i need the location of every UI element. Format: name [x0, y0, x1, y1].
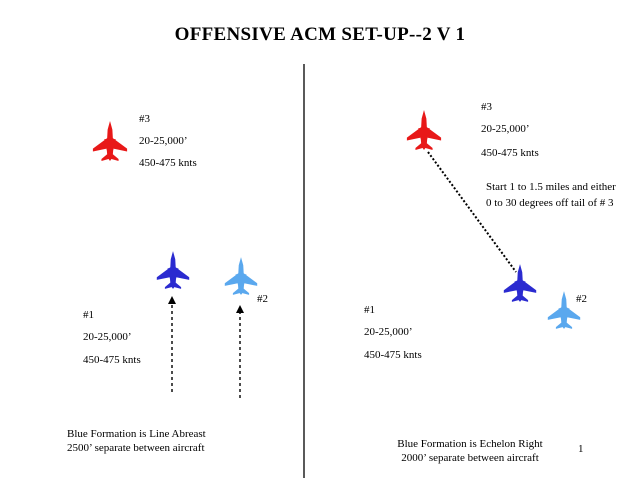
right-bandit-altitude: 20-25,000’ — [481, 123, 530, 135]
right-lead-icon — [503, 264, 537, 302]
right-note-line1: Start 1 to 1.5 miles and either — [486, 181, 616, 193]
right-bandit-id: #3 — [481, 101, 492, 113]
left-wingman-icon — [224, 257, 258, 295]
left-caption-line1: Blue Formation is Line Abreast — [67, 428, 206, 440]
left-lead-speed: 450-475 knts — [83, 354, 141, 366]
right-note-line2: 0 to 30 degrees off tail of # 3 — [486, 197, 614, 209]
right-lead-id: #1 — [364, 304, 375, 316]
left-lead-icon — [156, 251, 190, 289]
left-bandit-icon — [92, 121, 128, 161]
right-wingman-id: #2 — [576, 293, 587, 305]
left-lead-id: #1 — [83, 309, 94, 321]
left-caption-line2: 2500’ separate between aircraft — [67, 442, 205, 454]
right-caption-line2: 2000’ separate between aircraft — [401, 452, 539, 464]
page-title: OFFENSIVE ACM SET-UP--2 V 1 — [174, 24, 466, 45]
left-bandit-altitude: 20-25,000’ — [139, 135, 188, 147]
left-bandit-id: #3 — [139, 113, 150, 125]
right-caption-line1: Blue Formation is Echelon Right — [397, 438, 543, 450]
left-lead-arrow — [168, 296, 176, 392]
left-wingman-id: #2 — [257, 293, 268, 305]
left-bandit-speed: 450-475 knts — [139, 157, 197, 169]
right-bandit-speed: 450-475 knts — [481, 147, 539, 159]
right-bandit-icon — [406, 110, 442, 150]
page-number: 1 — [578, 443, 584, 455]
right-lead-speed: 450-475 knts — [364, 349, 422, 361]
left-wingman-arrow — [236, 305, 244, 398]
right-lead-altitude: 20-25,000’ — [364, 326, 413, 338]
left-lead-altitude: 20-25,000’ — [83, 331, 132, 343]
trail-dotted-line — [427, 151, 517, 273]
